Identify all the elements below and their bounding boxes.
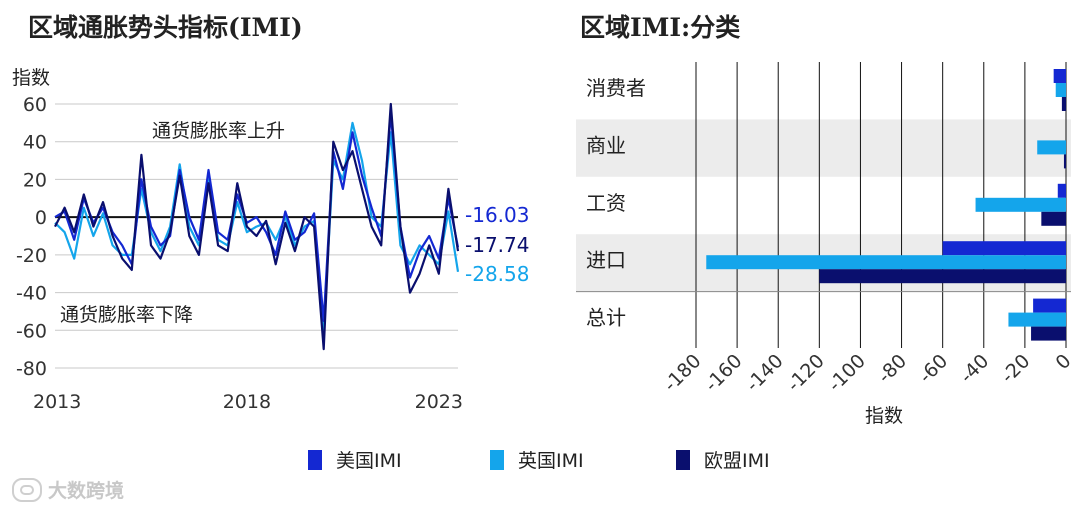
bar-uk xyxy=(1008,312,1066,327)
line-chart-title: 区域通胀势头指标(IMI) xyxy=(28,13,303,42)
line-x-tick-label: 2013 xyxy=(33,391,81,413)
bar-us xyxy=(1057,183,1066,198)
end-value-label: -16.03 xyxy=(465,203,529,227)
line-y-tick-label: 60 xyxy=(23,94,47,116)
bar-us xyxy=(1053,69,1066,83)
line-y-tick-label: -80 xyxy=(16,358,47,380)
bar-x-tick-label: -120 xyxy=(783,350,829,396)
bar-us xyxy=(942,241,1066,256)
legend-swatch-us xyxy=(308,449,322,470)
bar-eu xyxy=(1061,97,1066,111)
legend: 美国IMI 英国IMI 欧盟IMI xyxy=(0,446,1080,472)
legend-label-us: 美国IMI xyxy=(336,450,402,472)
legend-item-uk: 英国IMI xyxy=(490,446,584,473)
bar-uk xyxy=(706,255,1066,270)
bar-category-label: 总计 xyxy=(586,306,626,330)
legend-label-eu: 欧盟IMI xyxy=(704,450,770,472)
bar-x-tick-label: -40 xyxy=(956,350,994,388)
bar-x-tick-label: -60 xyxy=(915,350,953,388)
legend-swatch-eu xyxy=(676,449,690,470)
line-y-tick-label: 0 xyxy=(35,207,47,229)
line-y-tick-label: -40 xyxy=(16,283,47,305)
watermark-text: 大数跨境 xyxy=(48,480,125,502)
line-y-tick-label: 40 xyxy=(23,132,47,154)
end-value-label: -17.74 xyxy=(465,233,529,257)
bar-x-tick-label: -100 xyxy=(824,350,870,396)
annotation-inflation-down: 通货膨胀率下降 xyxy=(60,304,193,326)
bar-x-tick-label: -140 xyxy=(742,350,788,396)
bar-x-tick-label: 0 xyxy=(1051,350,1075,374)
watermark-logo-icon xyxy=(12,477,42,502)
line-y-axis-title: 指数 xyxy=(12,67,50,89)
bar-category-label: 进口 xyxy=(586,248,626,272)
bar-category-label: 工资 xyxy=(586,191,626,215)
line-series-uk xyxy=(54,121,460,332)
bar-category-label: 商业 xyxy=(586,133,626,157)
line-x-tick-label: 2018 xyxy=(223,391,271,413)
line-x-tick-label: 2023 xyxy=(415,391,463,413)
bar-eu xyxy=(1041,211,1066,226)
line-y-tick-label: -60 xyxy=(16,320,47,342)
legend-swatch-uk xyxy=(490,449,504,470)
legend-item-us: 美国IMI xyxy=(308,446,402,473)
end-value-label: -28.58 xyxy=(465,262,529,286)
bar-uk xyxy=(1055,83,1066,97)
bar-x-axis-title: 指数 xyxy=(865,405,903,427)
bar-us xyxy=(1033,298,1066,313)
bar-x-tick-label: -80 xyxy=(874,350,912,388)
legend-item-eu: 欧盟IMI xyxy=(676,446,770,473)
line-y-tick-label: -20 xyxy=(16,245,47,267)
bar-x-tick-label: -20 xyxy=(997,350,1035,388)
bar-eu xyxy=(1031,326,1066,341)
bar-row-background xyxy=(576,119,1071,177)
line-y-tick-label: 20 xyxy=(23,169,47,191)
bar-category-label: 消费者 xyxy=(586,76,646,100)
bar-x-tick-label: -180 xyxy=(659,350,705,396)
bar-uk xyxy=(975,197,1066,212)
bar-eu xyxy=(819,269,1066,284)
watermark: 大数跨境 xyxy=(12,476,124,503)
line-series-eu xyxy=(54,102,460,351)
annotation-inflation-up: 通货膨胀率上升 xyxy=(152,120,285,142)
legend-label-uk: 英国IMI xyxy=(518,450,584,472)
bar-uk xyxy=(1037,140,1066,155)
bar-eu xyxy=(1063,154,1066,169)
bar-x-tick-label: -160 xyxy=(701,350,747,396)
bar-chart-title: 区域IMI:分类 xyxy=(580,13,741,42)
